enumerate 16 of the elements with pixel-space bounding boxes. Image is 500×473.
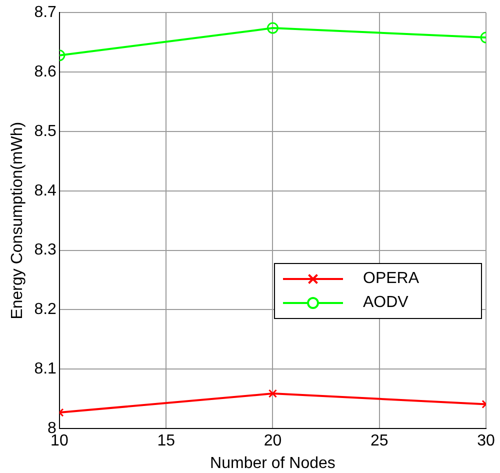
- x-tick-label: 10: [50, 432, 68, 450]
- y-tick-label: 8.1: [34, 360, 57, 378]
- x-tick-label: 15: [157, 432, 176, 450]
- x-tick-label: 20: [264, 432, 282, 450]
- legend-label: AODV: [363, 294, 408, 312]
- y-tick-label: 8.7: [34, 4, 57, 22]
- y-tick-label: 8.2: [34, 301, 57, 318]
- legend-label: OPERA: [363, 270, 420, 288]
- x-tick-label: 25: [370, 432, 388, 450]
- y-tick-label: 8.3: [34, 242, 57, 259]
- y-tick-label: 8.6: [34, 63, 57, 80]
- x-axis-title: Number of Nodes: [210, 454, 336, 472]
- y-axis-title: Energy Consumption(mWh): [9, 122, 26, 320]
- y-tick-label: 8.5: [34, 122, 57, 140]
- y-tick-label: 8.4: [34, 182, 57, 200]
- x-tick-label: 30: [477, 432, 495, 450]
